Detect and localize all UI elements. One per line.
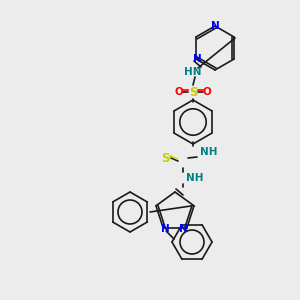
Text: O: O [175,87,183,97]
Text: S: S [189,85,197,98]
Text: NH: NH [200,147,218,157]
Text: N: N [161,224,170,234]
Text: N: N [179,224,188,234]
Text: N: N [193,54,201,64]
Text: HN: HN [184,67,202,77]
Text: N: N [211,21,219,31]
Text: O: O [202,87,211,97]
Text: NH: NH [186,173,203,183]
Text: S: S [161,152,169,164]
